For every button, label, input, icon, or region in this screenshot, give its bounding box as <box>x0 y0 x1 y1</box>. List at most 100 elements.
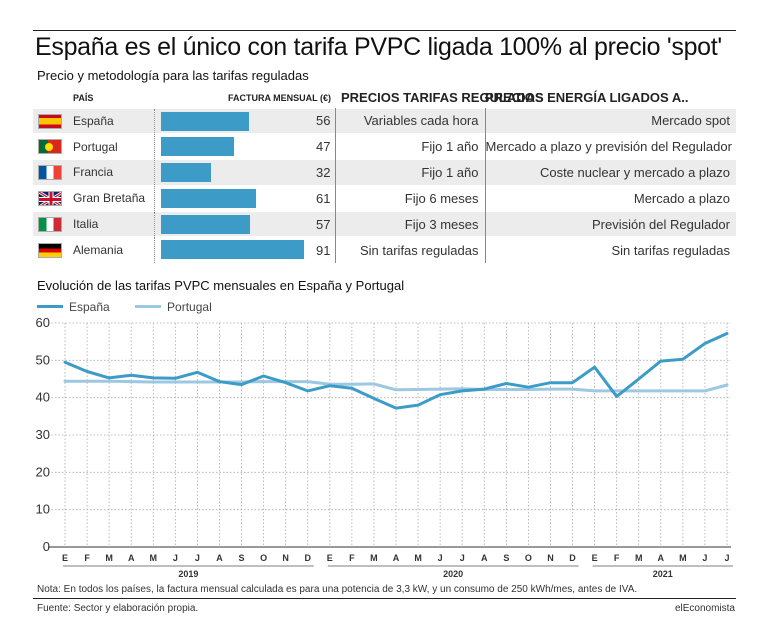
x-tick-label: M <box>414 553 422 563</box>
flag-cell <box>33 184 67 212</box>
table-row: Francia 32 Fijo 1 año Coste nuclear y me… <box>33 159 736 186</box>
y-tick-label: 60 <box>36 315 50 330</box>
flag-cell <box>33 236 67 263</box>
header-energy: PRECIOS ENERGÍA LIGADOS A.. <box>485 90 689 106</box>
flag-cell <box>33 133 67 160</box>
bill-bar-cell <box>154 236 304 263</box>
x-tick-label: M <box>679 553 687 563</box>
year-label: 2021 <box>653 569 673 579</box>
year-label: 2020 <box>443 569 463 579</box>
spain-flag-icon <box>38 113 62 129</box>
table-row: Italia 57 Fijo 3 meses Previsión del Reg… <box>33 210 736 237</box>
chart-legend: España Portugal <box>37 297 234 314</box>
energy-link: Mercado spot <box>485 107 736 134</box>
table-body: España 56 Variables cada hora Mercado sp… <box>33 107 736 263</box>
x-tick-label: O <box>260 553 267 563</box>
energy-link: Coste nuclear y mercado a plazo <box>485 159 736 186</box>
italy-flag-icon <box>38 216 62 232</box>
country-name: Francia <box>67 159 155 186</box>
flag-cell <box>33 210 67 237</box>
y-tick-label: 10 <box>36 502 50 517</box>
x-tick-label: A <box>128 553 135 563</box>
bill-value: 47 <box>244 133 336 160</box>
regulated-price: Variables cada hora <box>335 107 486 134</box>
bill-value: 57 <box>244 210 336 237</box>
x-tick-label: J <box>460 553 465 563</box>
x-tick-label: M <box>370 553 378 563</box>
x-tick-label: M <box>150 553 158 563</box>
portugal-flag-icon <box>38 139 62 155</box>
uk-flag-icon <box>38 190 62 206</box>
regulated-price: Fijo 3 meses <box>335 210 486 237</box>
bill-bar-cell <box>154 133 245 160</box>
legend-swatch-spain <box>37 305 63 308</box>
x-tick-label: J <box>438 553 443 563</box>
legend-label-spain: España <box>69 299 110 314</box>
x-tick-label: A <box>658 553 665 563</box>
bill-bar <box>160 240 304 260</box>
country-name: Alemania <box>67 236 155 263</box>
x-tick-label: J <box>195 553 200 563</box>
year-label: 2019 <box>178 569 198 579</box>
bill-value: 56 <box>244 107 336 134</box>
x-tick-label: J <box>173 553 178 563</box>
regulated-price: Sin tarifas reguladas <box>335 236 486 263</box>
x-tick-label: O <box>525 553 532 563</box>
top-rule <box>33 30 736 31</box>
x-tick-label: N <box>547 553 554 563</box>
germany-flag-icon <box>38 242 62 258</box>
x-tick-label: N <box>282 553 289 563</box>
x-tick-label: F <box>84 553 90 563</box>
country-name: España <box>67 107 155 134</box>
table-row: Alemania 91 Sin tarifas reguladas Sin ta… <box>33 236 736 263</box>
energy-link: Mercado a plazo y previsión del Regulado… <box>485 133 736 160</box>
page-subtitle: Precio y metodología para las tarifas re… <box>37 68 309 83</box>
x-tick-label: A <box>481 553 488 563</box>
chart-title: Evolución de las tarifas PVPC mensuales … <box>37 278 405 293</box>
bill-bar <box>160 188 257 208</box>
bill-value: 32 <box>244 159 336 186</box>
x-tick-label: E <box>327 553 333 563</box>
y-tick-label: 0 <box>43 539 50 554</box>
energy-link: Previsión del Regulador <box>485 210 736 237</box>
bill-bar-cell <box>154 159 245 186</box>
bill-bar <box>160 111 249 131</box>
table-header-row: PAÍS FACTURA MENSUAL (€) PRECIOS TARIFAS… <box>33 88 736 108</box>
x-tick-label: A <box>216 553 223 563</box>
bill-bar-cell <box>154 184 257 212</box>
regulated-price: Fijo 1 año <box>335 133 486 160</box>
flag-cell <box>33 159 67 186</box>
legend-item-portugal: Portugal <box>135 300 212 314</box>
legend-label-portugal: Portugal <box>167 299 212 314</box>
series-line-portugal <box>63 379 729 393</box>
y-tick-label: 30 <box>36 427 50 442</box>
country-name: Gran Bretaña <box>67 184 155 212</box>
x-tick-label: J <box>702 553 707 563</box>
footer-rule <box>33 598 736 599</box>
y-tick-label: 20 <box>36 464 50 479</box>
bill-bar <box>160 214 251 234</box>
x-tick-label: M <box>635 553 643 563</box>
y-tick-label: 40 <box>36 390 50 405</box>
header-country: PAÍS <box>73 92 94 103</box>
x-tick-label: D <box>304 553 311 563</box>
series-line-spain <box>63 332 729 410</box>
x-tick-label: F <box>614 553 620 563</box>
bill-bar-cell <box>154 210 251 237</box>
x-tick-label: J <box>724 553 729 563</box>
bill-bar <box>160 163 211 183</box>
bill-bar-cell <box>154 107 249 134</box>
x-tick-label: A <box>393 553 400 563</box>
flag-cell <box>33 107 67 134</box>
x-tick-label: M <box>105 553 113 563</box>
x-tick-label: F <box>349 553 355 563</box>
x-tick-label: D <box>569 553 576 563</box>
legend-item-spain: España <box>37 300 110 314</box>
bill-bar <box>160 137 235 157</box>
brand-name: elEconomista <box>674 603 735 614</box>
x-tick-label: S <box>503 553 509 563</box>
footnote: Nota: En todos los países, la factura me… <box>37 584 638 595</box>
regulated-price: Fijo 1 año <box>335 159 486 186</box>
tariffs-table: PAÍS FACTURA MENSUAL (€) PRECIOS TARIFAS… <box>33 88 736 263</box>
